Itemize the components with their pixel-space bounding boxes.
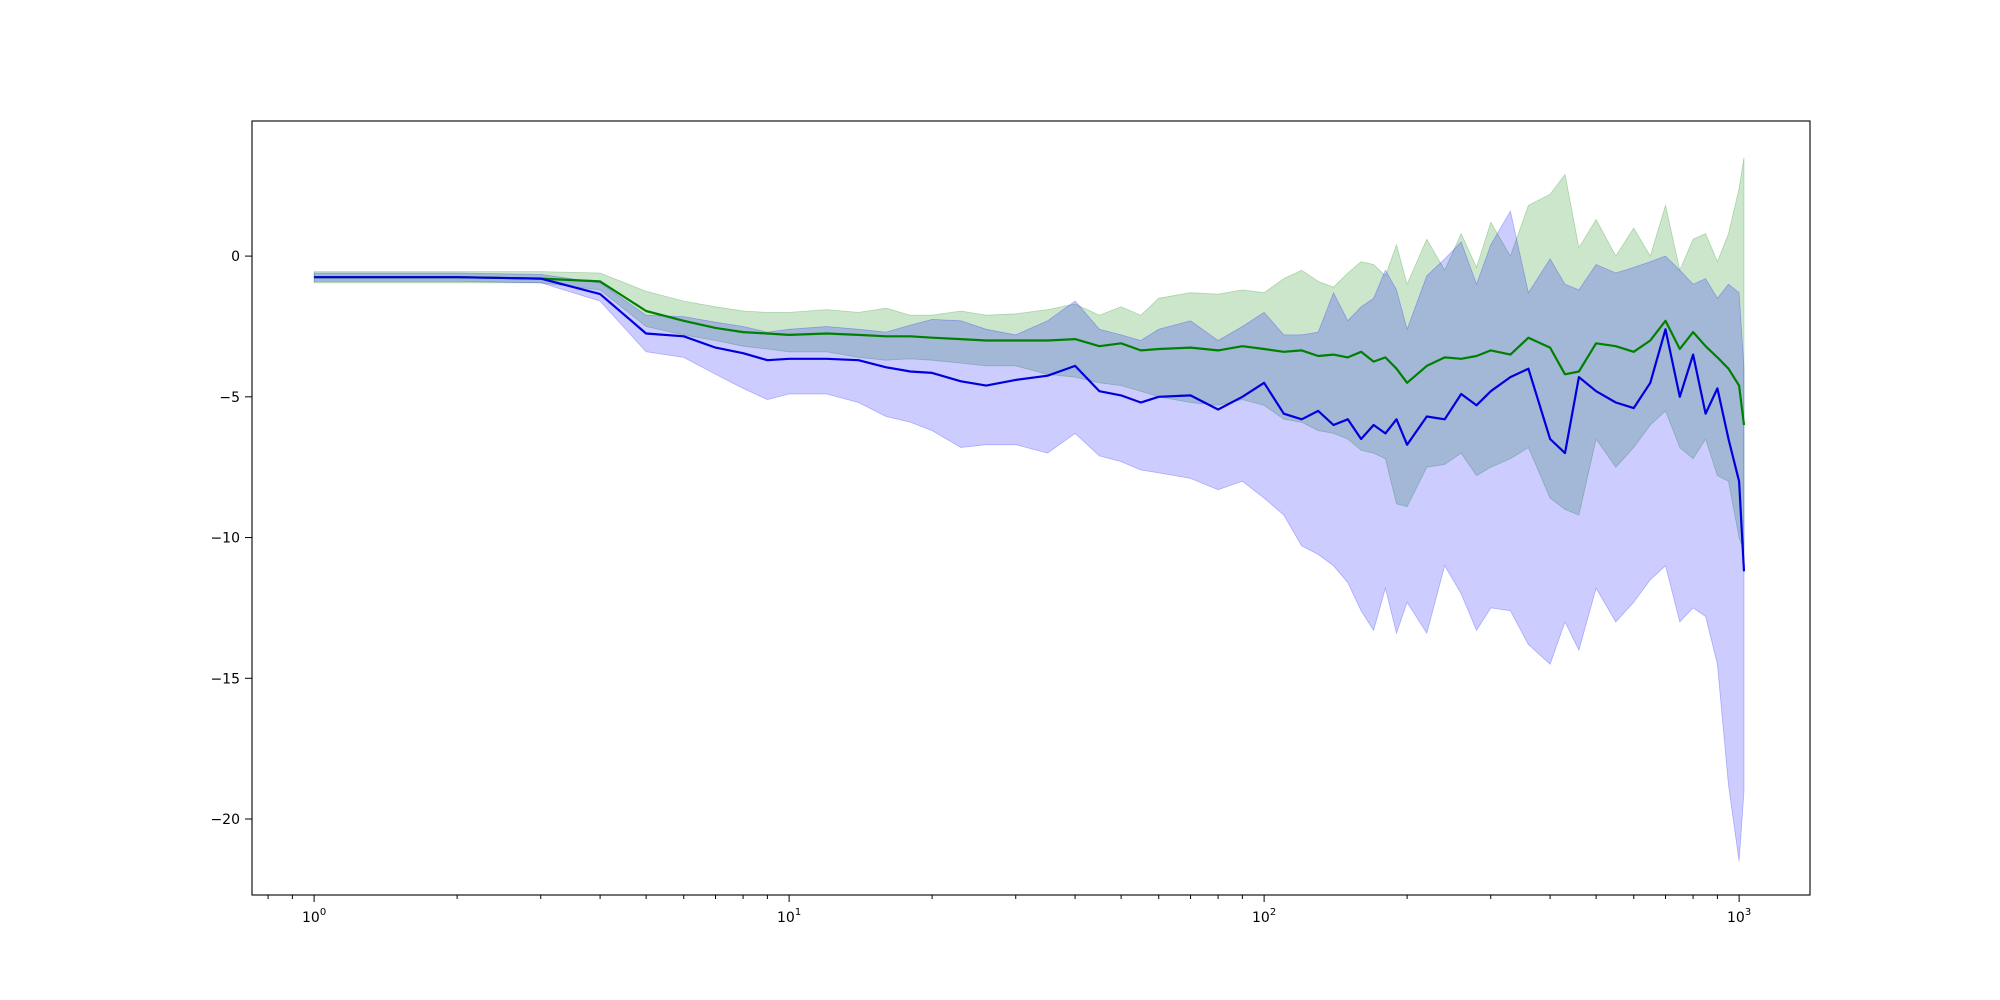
- confidence-bands: [313, 157, 1745, 862]
- series-lines: [314, 276, 1746, 572]
- series-1-line: [314, 276, 1746, 572]
- y-tick-label: 0: [231, 249, 240, 265]
- x-tick-label: 101: [777, 907, 801, 926]
- y-axis: 0 −5 −10 −15 −20: [210, 249, 252, 828]
- y-tick-label: −15: [210, 671, 240, 687]
- y-tick-label: −20: [210, 812, 240, 828]
- plot-frame: [251, 120, 1811, 896]
- y-tick-label: −5: [219, 390, 240, 406]
- x-axis: 100 101 102 103: [267, 895, 1751, 926]
- series-1-band: [313, 210, 1745, 862]
- x-tick-label: 103: [1727, 907, 1751, 926]
- series-0-line: [314, 276, 1746, 426]
- x-tick-label: 102: [1252, 907, 1276, 926]
- y-tick-label: −10: [210, 531, 240, 547]
- x-tick-label: 100: [302, 907, 326, 926]
